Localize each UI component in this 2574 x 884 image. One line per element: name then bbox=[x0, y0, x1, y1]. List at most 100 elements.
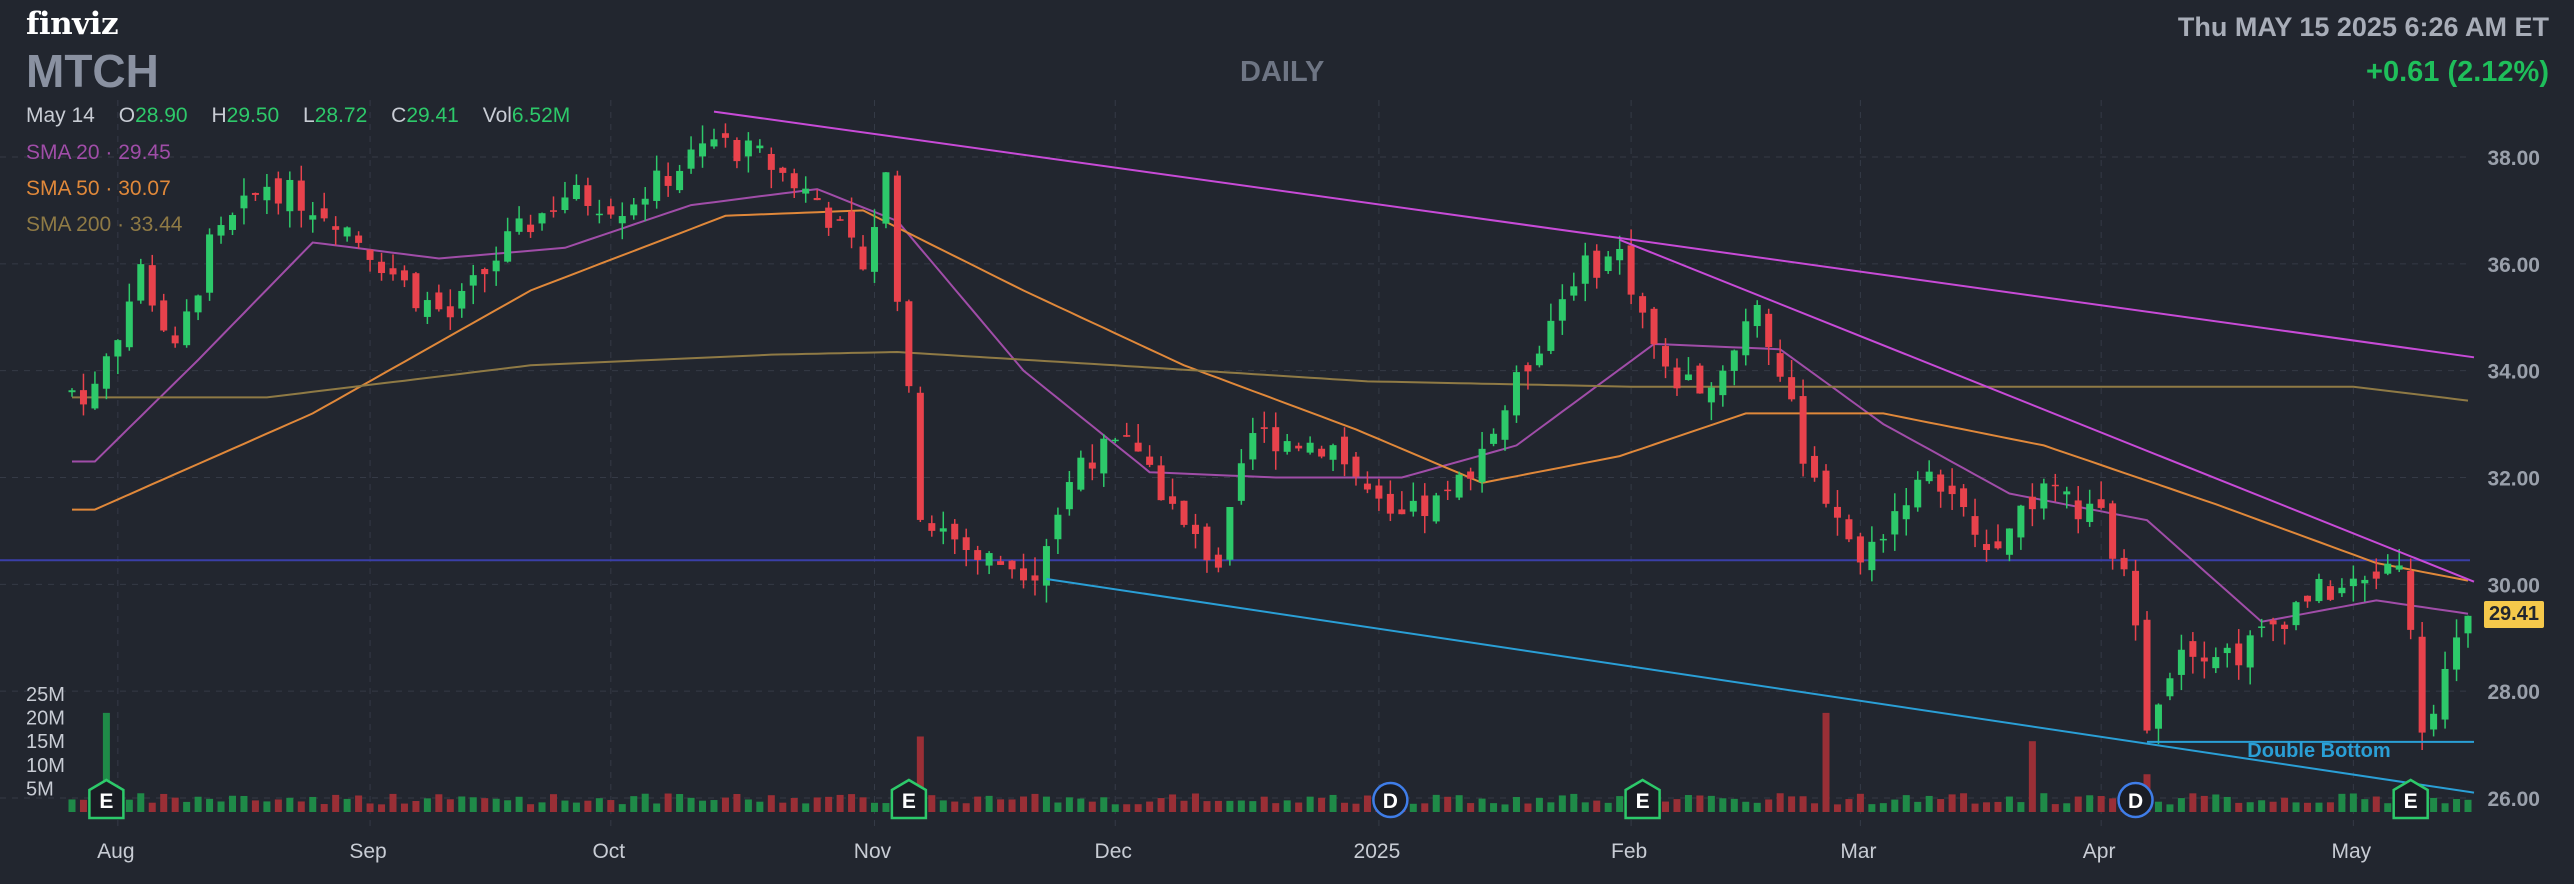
volume-bar bbox=[355, 795, 363, 812]
candle-up bbox=[1329, 445, 1337, 460]
volume-bar bbox=[1352, 803, 1360, 812]
candle-up bbox=[137, 264, 145, 301]
candle-up bbox=[2384, 563, 2392, 574]
ohlc-date: May 14 bbox=[26, 104, 95, 127]
volume-bar bbox=[1616, 796, 1624, 812]
candle-up bbox=[1535, 353, 1543, 366]
candle-up bbox=[2223, 647, 2231, 654]
candle-up bbox=[228, 215, 236, 230]
volume-bar bbox=[2109, 798, 2117, 812]
volume-bar bbox=[1226, 800, 1234, 812]
volume-tick-label: 25M bbox=[26, 684, 65, 706]
volume-bar bbox=[1684, 795, 1692, 812]
trendlines[interactable] bbox=[713, 110, 2475, 794]
volume-bar bbox=[974, 796, 982, 812]
candle-up bbox=[882, 172, 890, 224]
volume-bar bbox=[2086, 795, 2094, 812]
volume-bar bbox=[561, 800, 569, 812]
candle-down bbox=[320, 208, 328, 219]
volume-bar bbox=[1077, 798, 1085, 812]
volume-bar bbox=[1065, 797, 1073, 812]
dividend-marker[interactable]: D bbox=[1372, 781, 1409, 819]
candle-up bbox=[676, 170, 684, 191]
volume-bar bbox=[618, 804, 626, 812]
volume-bar bbox=[1512, 796, 1520, 812]
volume-bar bbox=[1501, 804, 1509, 812]
candle-down bbox=[2109, 503, 2117, 559]
volume-bar bbox=[1535, 797, 1543, 812]
volume-bar bbox=[1146, 801, 1154, 812]
candle-up bbox=[469, 275, 477, 286]
candle-down bbox=[355, 235, 363, 243]
open-label: O bbox=[118, 104, 136, 127]
volume-bar bbox=[1455, 795, 1463, 812]
volume-bar bbox=[435, 794, 443, 812]
sma200-legend: SMA 200 · 33.44 bbox=[26, 213, 183, 236]
volume-tick-label: 10M bbox=[26, 755, 65, 777]
volume-bar bbox=[1295, 802, 1303, 812]
earnings-marker[interactable]: E bbox=[890, 778, 928, 820]
earnings-marker[interactable]: E bbox=[2392, 778, 2429, 820]
candle-up bbox=[183, 311, 191, 346]
earnings-marker[interactable]: E bbox=[1624, 778, 1661, 820]
candle-down bbox=[813, 197, 821, 201]
dividend-marker[interactable]: D bbox=[2117, 781, 2154, 819]
volume-bar bbox=[1604, 802, 1612, 812]
candle-down bbox=[400, 270, 408, 281]
volume-bar bbox=[286, 797, 294, 812]
volume-bar bbox=[1719, 798, 1727, 812]
volume-bar bbox=[2017, 802, 2025, 812]
candle-down bbox=[1386, 493, 1394, 514]
volume-bar bbox=[1891, 799, 1899, 812]
finviz-logo[interactable]: finviz bbox=[26, 6, 119, 42]
volume-bar bbox=[79, 799, 87, 812]
candle-down bbox=[928, 523, 936, 531]
candle-up bbox=[1237, 463, 1245, 501]
volume-bar bbox=[676, 794, 684, 812]
candle-down bbox=[1524, 365, 1532, 372]
candle-up bbox=[1902, 505, 1910, 520]
candle-up bbox=[641, 198, 649, 205]
candle-down bbox=[1662, 346, 1670, 367]
candle-down bbox=[435, 292, 443, 310]
candle-up bbox=[2395, 565, 2403, 570]
candle-up bbox=[309, 215, 317, 220]
volume-bar bbox=[2258, 800, 2266, 812]
volume-bar bbox=[733, 793, 741, 812]
volume-bar bbox=[343, 798, 351, 812]
volume-bar bbox=[699, 800, 707, 812]
candle-up bbox=[125, 301, 133, 348]
volume-bar bbox=[882, 803, 890, 812]
volume-bar bbox=[1191, 793, 1199, 812]
earnings-marker[interactable]: E bbox=[88, 778, 125, 820]
ohlc-readout: May 14 O28.90 H29.50 L28.72 C29.41 Vol6.… bbox=[26, 104, 570, 128]
volume-bar bbox=[481, 798, 489, 812]
volume-bar bbox=[2453, 799, 2461, 812]
candle-up bbox=[1490, 433, 1498, 444]
volume-bar bbox=[1937, 799, 1945, 812]
volume-bar bbox=[68, 799, 76, 812]
candle-down bbox=[1260, 427, 1268, 429]
candle-down bbox=[297, 180, 305, 211]
candle-down bbox=[733, 140, 741, 162]
volume-bar bbox=[2246, 802, 2254, 812]
candle-down bbox=[446, 306, 454, 318]
x-tick-label: May bbox=[2332, 840, 2372, 863]
volume-bar bbox=[1673, 799, 1681, 812]
candle-down bbox=[2418, 636, 2426, 733]
volume-bar bbox=[2212, 794, 2220, 812]
candle-up bbox=[2005, 528, 2013, 555]
volume-bar bbox=[1776, 793, 1784, 812]
volume-bar bbox=[366, 803, 374, 812]
volume-bar bbox=[400, 803, 408, 812]
candle-down bbox=[378, 261, 386, 274]
volume-bar bbox=[1753, 802, 1761, 812]
candle-up bbox=[939, 528, 947, 532]
candle-down bbox=[607, 206, 615, 215]
dividend-marker-shape bbox=[2117, 781, 2154, 819]
candle-up bbox=[2017, 505, 2025, 538]
candle-up bbox=[2166, 678, 2174, 697]
candle-down bbox=[1088, 462, 1096, 469]
